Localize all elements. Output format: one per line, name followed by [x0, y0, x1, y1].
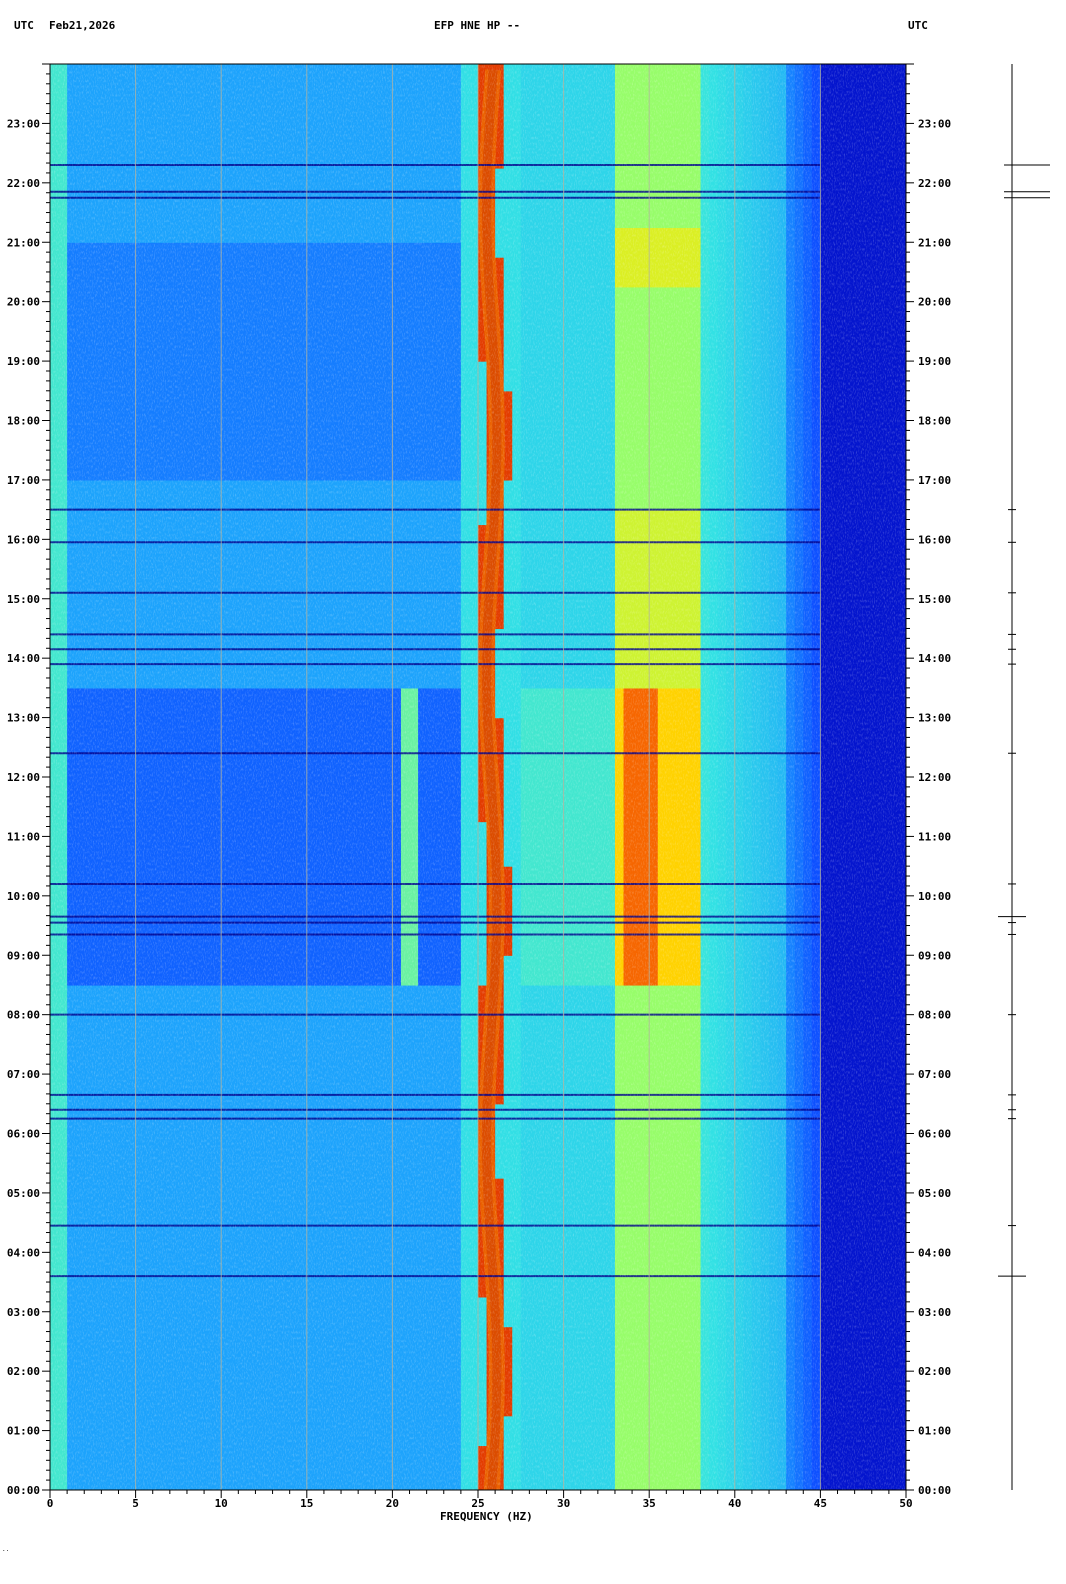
spectrogram-chart: 0 5 10 15 20 25 30 35 40 45 5000:00 00:0001:00 01:00… — [7, 63, 1050, 1510]
